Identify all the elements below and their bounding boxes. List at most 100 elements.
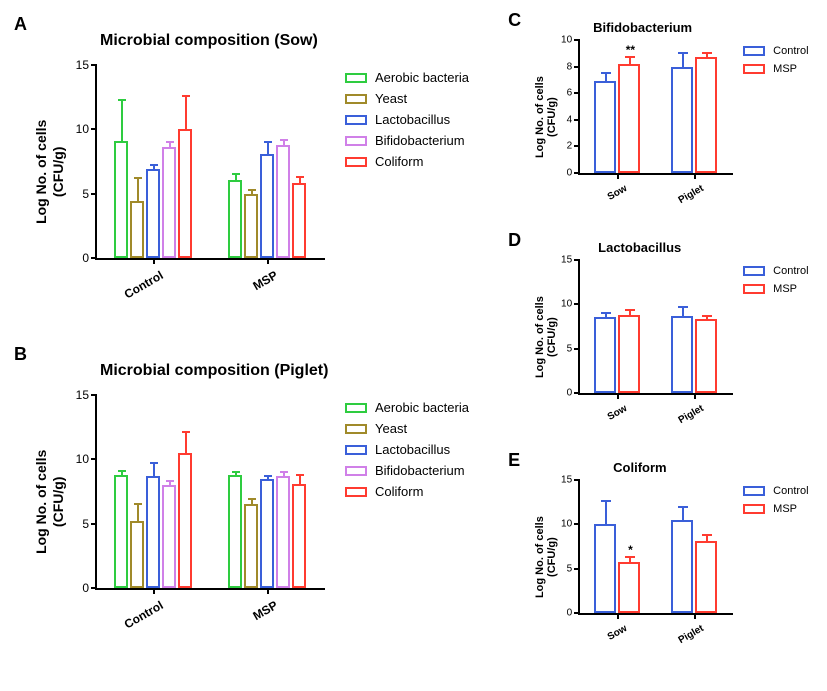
legend-item: Control <box>743 265 808 277</box>
panel-b-ylabel: Log No. of cells (CFU/g) <box>33 432 67 572</box>
bar <box>162 147 176 258</box>
bar <box>695 541 717 613</box>
legend-item: Aerobic bacteria <box>345 400 469 415</box>
panel-c-legend: Control MSP <box>743 45 808 81</box>
panel-a: A Microbial composition (Sow) Log No. of… <box>10 10 498 340</box>
y-tick-label: 10 <box>76 122 97 136</box>
bar <box>671 67 693 173</box>
x-group-label: Control <box>122 268 166 301</box>
y-tick-label: 10 <box>561 299 580 310</box>
legend-swatch <box>743 284 765 294</box>
bar <box>178 453 192 588</box>
legend-swatch <box>743 504 765 514</box>
significance-marker: * <box>628 543 633 557</box>
y-tick-label: 10 <box>561 35 580 46</box>
legend-swatch <box>743 64 765 74</box>
legend-label: Yeast <box>375 421 407 436</box>
legend-swatch <box>345 445 367 455</box>
y-tick-label: 0 <box>567 388 581 399</box>
x-group-label: Piglet <box>676 183 705 206</box>
y-tick-label: 4 <box>567 114 581 125</box>
panel-b: B Microbial composition (Piglet) Log No.… <box>10 340 498 680</box>
legend-item: MSP <box>743 283 808 295</box>
legend-label: Control <box>773 485 808 497</box>
panel-e-ylabel: Log No. of cells (CFU/g) <box>534 507 558 607</box>
bar <box>244 194 258 258</box>
y-tick-label: 0 <box>567 608 581 619</box>
y-tick-label: 5 <box>82 187 97 201</box>
legend-swatch <box>345 424 367 434</box>
y-tick-label: 10 <box>561 519 580 530</box>
bar <box>228 180 242 258</box>
legend-label: Yeast <box>375 91 407 106</box>
bar <box>130 521 144 588</box>
legend-label: Lactobacillus <box>375 442 450 457</box>
significance-marker: ** <box>626 43 635 57</box>
legend-label: Coliform <box>375 154 423 169</box>
x-group-label: Sow <box>606 403 629 423</box>
panel-a-title: Microbial composition (Sow) <box>100 32 318 50</box>
panel-c-plot: 0246810Sow**Piglet <box>578 40 733 175</box>
bar <box>594 524 616 613</box>
legend-swatch <box>345 403 367 413</box>
legend-item: Bifidobacterium <box>345 133 469 148</box>
bar <box>618 562 640 613</box>
y-tick-label: 15 <box>76 58 97 72</box>
bar <box>695 57 717 173</box>
bar <box>130 201 144 258</box>
legend-item: Yeast <box>345 91 469 106</box>
panel-b-legend: Aerobic bacteria Yeast Lactobacillus Bifido… <box>345 400 469 505</box>
legend-item: MSP <box>743 503 808 515</box>
legend-item: Yeast <box>345 421 469 436</box>
legend-swatch <box>345 115 367 125</box>
y-tick-label: 15 <box>561 255 580 266</box>
panel-d-legend: Control MSP <box>743 265 808 301</box>
x-group-label: Sow <box>606 183 629 203</box>
bar <box>260 479 274 588</box>
panel-e-title: Coliform <box>613 460 666 475</box>
legend-swatch <box>345 466 367 476</box>
legend-swatch <box>743 486 765 496</box>
right-column: C Bifidobacterium Log No. of cells (CFU/… <box>498 10 817 681</box>
bar <box>260 154 274 258</box>
bar <box>594 81 616 173</box>
panel-d-title: Lactobacillus <box>598 240 681 255</box>
bar <box>618 64 640 173</box>
legend-swatch <box>345 157 367 167</box>
legend-label: Bifidobacterium <box>375 463 465 478</box>
y-tick-label: 8 <box>567 61 581 72</box>
legend-label: Coliform <box>375 484 423 499</box>
y-tick-label: 2 <box>567 141 581 152</box>
y-tick-label: 5 <box>82 517 97 531</box>
bar <box>292 183 306 258</box>
bar <box>618 315 640 393</box>
panel-c: C Bifidobacterium Log No. of cells (CFU/… <box>508 10 817 230</box>
bar <box>146 169 160 258</box>
bar <box>244 504 258 588</box>
legend-item: Control <box>743 45 808 57</box>
legend-swatch <box>345 94 367 104</box>
panel-d: D Lactobacillus Log No. of cells (CFU/g)… <box>508 230 817 450</box>
panel-d-label: D <box>508 230 521 251</box>
x-group-label: Piglet <box>676 403 705 426</box>
y-tick-label: 15 <box>561 475 580 486</box>
legend-label: Aerobic bacteria <box>375 400 469 415</box>
bar <box>114 475 128 588</box>
panel-e-plot: 051015Sow*Piglet <box>578 480 733 615</box>
legend-label: Aerobic bacteria <box>375 70 469 85</box>
legend-label: Lactobacillus <box>375 112 450 127</box>
legend-item: MSP <box>743 63 808 75</box>
bar <box>162 485 176 588</box>
bar <box>228 475 242 588</box>
legend-label: Bifidobacterium <box>375 133 465 148</box>
legend-item: Coliform <box>345 154 469 169</box>
legend-label: Control <box>773 45 808 57</box>
legend-item: Control <box>743 485 808 497</box>
legend-swatch <box>743 266 765 276</box>
legend-swatch <box>345 487 367 497</box>
y-tick-label: 15 <box>76 388 97 402</box>
y-tick-label: 0 <box>567 168 581 179</box>
y-tick-label: 10 <box>76 452 97 466</box>
panel-d-plot: 051015SowPiglet <box>578 260 733 395</box>
legend-swatch <box>743 46 765 56</box>
